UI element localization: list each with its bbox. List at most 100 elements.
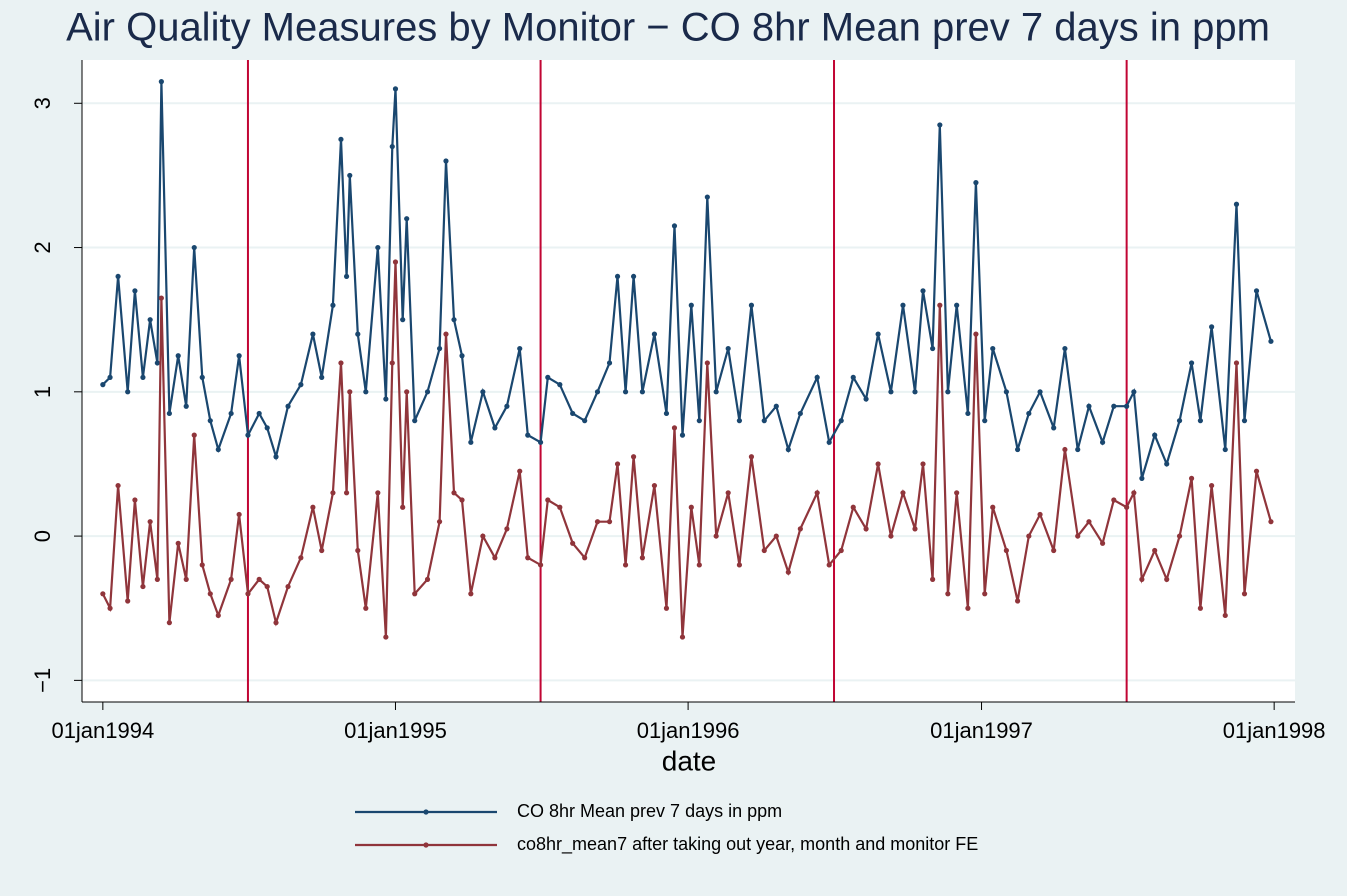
data-point [140,374,146,380]
data-point [154,360,160,366]
data-point [663,410,670,417]
data-point [1003,547,1009,554]
data-point [965,605,971,611]
legend-marker [423,842,429,848]
data-point [517,468,523,474]
series-line [102,81,1272,479]
data-point [1233,201,1240,207]
data-point [100,591,106,597]
data-point [1003,389,1009,395]
data-point [785,446,791,453]
data-point [663,605,670,611]
data-point [736,418,743,424]
data-point [570,540,576,546]
data-point [424,389,431,395]
data-point [930,345,936,352]
data-point [1111,497,1117,503]
data-point [404,389,410,395]
data-point [875,461,881,467]
data-point [570,410,576,417]
data-point [1164,461,1170,467]
data-point [973,180,979,186]
data-point [1062,446,1068,453]
data-point [424,576,431,582]
data-point [175,353,181,359]
data-point [850,504,856,510]
data-point [713,533,719,539]
data-point [492,425,498,431]
legend-label: CO 8hr Mean prev 7 days in ppm [517,801,782,821]
data-point [1086,519,1092,525]
data-point [537,439,544,445]
data-point [838,418,844,424]
data-point [492,555,498,561]
x-tick-label: 01jan1995 [344,718,447,743]
data-point [330,302,336,308]
data-point [954,302,960,308]
data-point [459,497,465,503]
data-point [651,331,658,337]
data-point [310,331,316,337]
data-point [375,244,381,251]
data-point [451,490,457,496]
data-point [115,482,121,489]
data-point [132,497,138,503]
data-point [468,591,474,597]
data-point [504,526,510,532]
data-point [973,331,979,337]
data-point [582,555,588,561]
data-point [175,540,181,546]
data-point [537,562,544,568]
plot-area [82,60,1295,702]
data-point [1209,324,1215,330]
data-point [1051,547,1057,554]
data-point [1111,403,1117,409]
data-point [1176,418,1183,424]
data-point [191,432,197,438]
data-point [671,223,678,229]
data-point [480,533,486,539]
data-point [850,374,856,380]
x-tick-label: 01jan1998 [1223,718,1326,743]
data-point [912,389,918,395]
data-point [363,389,369,395]
data-point [1131,490,1137,496]
data-point [1086,403,1092,409]
data-point [1222,446,1228,453]
data-point [875,331,881,337]
data-point [517,345,523,352]
data-point [826,562,832,568]
data-point [215,612,221,619]
data-point [900,302,906,308]
data-point [679,634,686,640]
data-point [688,504,694,510]
data-point [207,591,213,597]
data-point [319,547,325,554]
data-point [826,439,832,445]
data-point [582,418,588,424]
data-point [436,345,443,352]
data-point [1241,591,1248,597]
data-point [1037,389,1043,395]
data-point [614,461,621,467]
data-point [1164,576,1170,582]
data-point [256,410,262,417]
data-point [785,569,791,575]
data-point [1268,338,1274,344]
data-point [100,382,106,388]
data-point [389,360,395,366]
data-point [412,418,418,424]
data-point [147,317,153,323]
data-point [319,374,325,380]
data-point [748,302,755,308]
data-point [459,353,465,359]
data-point [1197,605,1203,611]
data-point [937,122,943,128]
data-point [863,396,869,402]
y-tick-label: 3 [30,97,55,109]
data-point [688,302,694,308]
data-point [310,504,316,510]
data-point [912,526,918,532]
data-point [256,576,262,582]
data-point [773,533,779,539]
